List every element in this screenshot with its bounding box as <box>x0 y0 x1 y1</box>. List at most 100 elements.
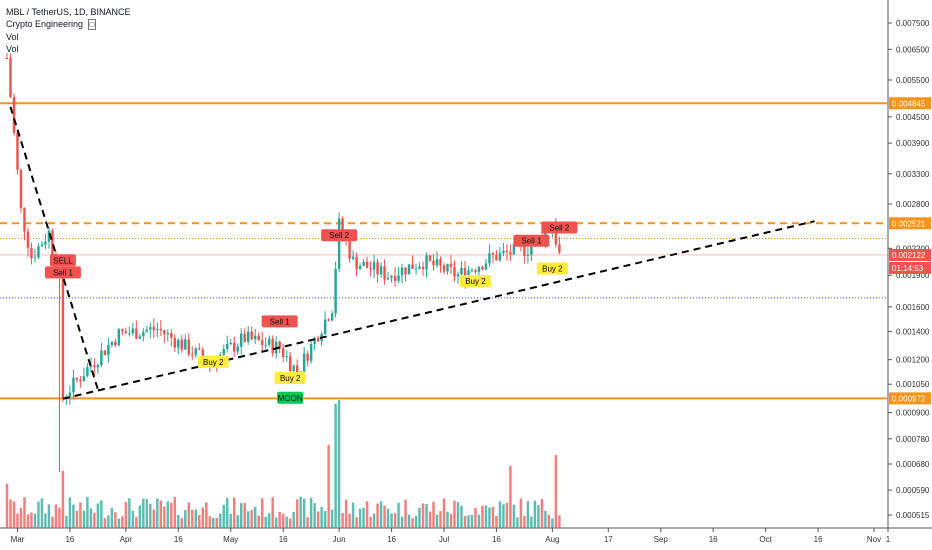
volume-bar <box>12 501 16 528</box>
candle-body <box>243 333 246 342</box>
candle-body <box>163 330 166 335</box>
candle-body <box>351 256 355 259</box>
volume-bar <box>362 507 365 528</box>
volume-bar <box>226 497 229 528</box>
price-tick-label: 0.005500 <box>896 76 930 85</box>
candle-body <box>386 277 390 280</box>
volume-bar <box>173 496 177 528</box>
candle-body <box>355 256 358 270</box>
indicator-row[interactable]: Crypto Engineering □ <box>6 18 131 31</box>
candle-body <box>114 341 117 346</box>
volume-bar <box>240 503 243 528</box>
volume-bar <box>306 517 309 528</box>
volume-bar <box>530 516 533 528</box>
candle-body <box>128 333 131 335</box>
candle-body <box>278 341 281 349</box>
candle-body <box>292 365 295 371</box>
candle-body <box>414 268 418 270</box>
volume-bar <box>460 505 463 528</box>
volume-bar <box>435 514 439 528</box>
price-tick-label: 0.000680 <box>896 460 930 469</box>
volume-bar <box>379 501 383 528</box>
candle-body <box>33 257 37 259</box>
volume-bar <box>467 515 470 528</box>
time-tick-label: 1 <box>886 535 891 544</box>
candle-body <box>523 245 526 256</box>
volume-bar <box>72 504 75 528</box>
volume-bar <box>219 513 222 528</box>
candle-body <box>348 241 351 259</box>
candle-body <box>498 252 502 261</box>
volume-bar <box>37 501 40 528</box>
candle-body <box>526 254 530 256</box>
candle-body <box>439 259 442 266</box>
volume-bar <box>414 516 418 528</box>
volume-bar <box>316 511 320 528</box>
volume-bar <box>407 514 411 528</box>
price-badge <box>889 97 931 110</box>
candle-body <box>306 353 309 361</box>
signal-label-bg <box>261 315 298 328</box>
candle-body <box>407 264 411 275</box>
volume-bar <box>131 510 135 528</box>
price-tick-label: 0.001200 <box>896 356 930 365</box>
volume-bar <box>68 497 72 528</box>
candle-body <box>79 379 82 382</box>
volume-bar <box>5 483 9 528</box>
volume-bar <box>495 515 498 528</box>
signal-label: Sell 2 <box>329 231 350 240</box>
volume-bar <box>523 515 526 528</box>
candle-body <box>135 328 138 339</box>
volume-bar <box>201 507 204 528</box>
volume-bar <box>558 515 561 528</box>
signal-label-bg <box>541 221 578 234</box>
candle-body <box>61 272 65 398</box>
volume-bar <box>327 445 330 528</box>
candle-body <box>226 344 229 350</box>
price-tick-label: 0.002200 <box>896 244 930 253</box>
candle-body <box>467 270 470 280</box>
volume-bar <box>484 505 488 528</box>
candle-body <box>421 266 425 270</box>
candle-body <box>390 275 393 278</box>
volume-bar <box>89 508 93 528</box>
candle-body <box>103 350 107 355</box>
volume-bar <box>40 498 44 528</box>
volume-bar <box>313 503 316 528</box>
volume-bar <box>124 502 128 528</box>
candle-body <box>288 356 292 371</box>
candle-body <box>124 331 128 334</box>
volume-bar <box>393 513 397 528</box>
candle-body <box>460 267 463 275</box>
volume-bar <box>498 501 502 528</box>
volume-bar <box>299 496 302 528</box>
volume-bar <box>372 513 376 528</box>
price-tick-label: 0.000515 <box>896 511 930 520</box>
volume-bar <box>474 507 477 528</box>
signal-label-bg <box>274 372 306 385</box>
volume-bar <box>526 501 530 528</box>
volume-bar <box>100 500 103 528</box>
volume-bar <box>243 503 246 528</box>
candle-body <box>435 259 439 266</box>
volume-bar <box>156 498 159 528</box>
volume-bar <box>271 497 274 528</box>
signal-label: MOON <box>278 394 303 403</box>
chart-legend: MBL / TetherUS, 1D, BINANCE Crypto Engin… <box>6 6 131 55</box>
volume-bar <box>23 497 26 528</box>
candle-body <box>327 319 330 321</box>
volume-bar <box>411 518 414 528</box>
candle-body <box>411 264 414 269</box>
volume-bar <box>334 403 337 528</box>
time-tick-label: 16 <box>65 535 74 544</box>
candle-body <box>47 230 51 242</box>
candle-body <box>173 337 177 348</box>
volume-bar <box>453 500 456 528</box>
volume-bar <box>491 506 495 528</box>
candle-body <box>376 262 379 275</box>
volume-bar <box>65 515 68 528</box>
candle-body <box>456 274 460 277</box>
volume-bar <box>278 511 281 528</box>
